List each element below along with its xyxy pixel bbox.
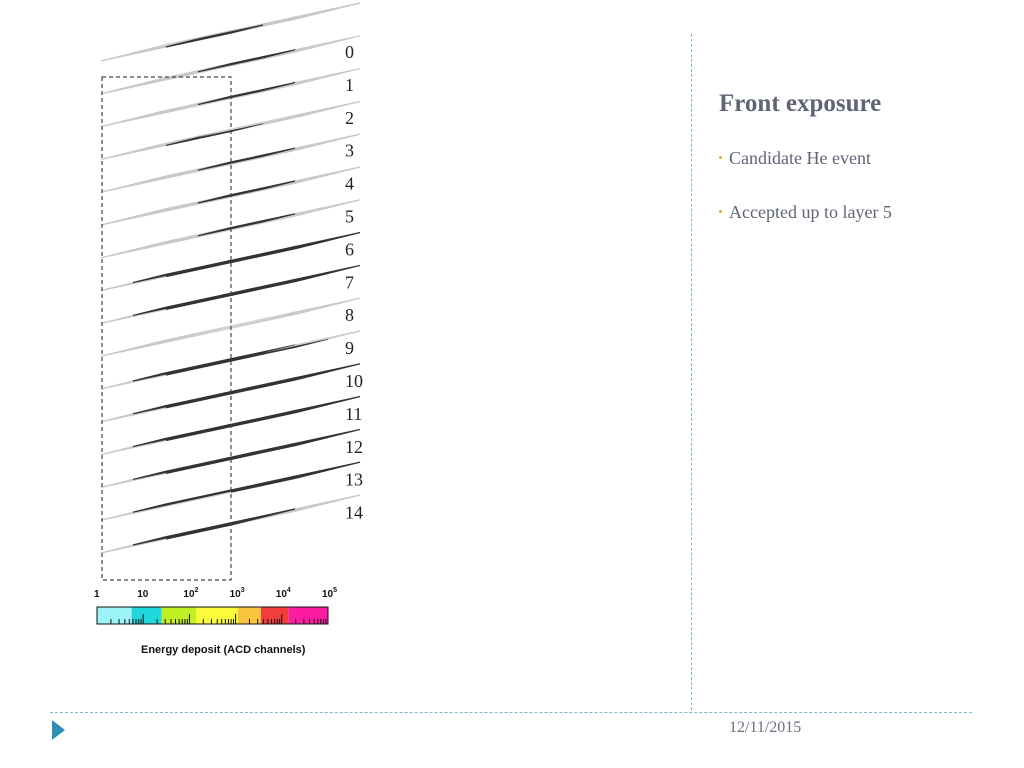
layer-grid [100, 232, 361, 292]
grid-line [164, 100, 361, 144]
energy-scale: 1 10 102 103 104 105 Energy deposit (ACD chann… [94, 587, 337, 656]
acd-tile-red [197, 344, 296, 368]
grid-line [100, 149, 297, 193]
acd-tile-orange [197, 147, 296, 171]
layer-grid [100, 461, 361, 521]
bullet-dot-icon [719, 156, 722, 159]
bullet-text: Candidate He event [729, 148, 871, 168]
scale-tick-label: 10 [137, 589, 149, 600]
footer-date: 12/11/2015 [729, 719, 802, 736]
layer-label: 4 [345, 174, 354, 194]
grid-line [100, 215, 297, 259]
layer-label: 14 [345, 503, 363, 523]
layer-grid [100, 166, 361, 226]
scale-tick-label: 105 [322, 587, 337, 600]
bullet-item: Candidate He event [719, 146, 892, 200]
acd-tile-yellow [262, 396, 361, 420]
acd-tile-orange [197, 49, 296, 73]
scale-tick-label: 1 [94, 589, 100, 600]
accepted-region-box [101, 76, 232, 581]
footer-divider [50, 712, 972, 713]
layer-grid [100, 396, 361, 456]
acd-tile-orange [197, 82, 296, 106]
bullet-text: Accepted up to layer 5 [729, 202, 892, 222]
acd-tile-empty [198, 312, 295, 335]
layer-grid [100, 35, 361, 95]
bullet-list: Candidate He event Accepted up to layer … [719, 146, 892, 254]
layer-label: 7 [345, 272, 354, 292]
acd-tile-empty [166, 320, 263, 343]
layer-label: 1 [345, 75, 354, 95]
acd-tile-orange [197, 180, 296, 204]
layer-label: 13 [345, 470, 363, 490]
acd-tile-empty [198, 115, 295, 138]
layer-grid [100, 363, 361, 423]
layer-grid [100, 330, 361, 390]
scale-band-cyan [97, 607, 132, 624]
layer-label: 5 [345, 207, 354, 227]
acd-tile-yellow [262, 461, 361, 485]
bullet-dot-icon [719, 210, 722, 213]
acd-tile-orange [165, 24, 264, 48]
layer-grid [100, 2, 361, 62]
grid-line [100, 182, 297, 226]
scale-tick-label: 102 [183, 587, 198, 600]
layer-label: 10 [345, 371, 363, 391]
layer-label: 11 [345, 404, 362, 424]
acd-tile-yellow [262, 264, 361, 288]
layer-grid [100, 494, 361, 554]
acd-tile-yellow [262, 428, 361, 452]
grid-line [100, 51, 297, 95]
layer-label: 2 [345, 108, 354, 128]
scale-band-orange [237, 607, 262, 624]
acd-tile-yellow [197, 508, 296, 532]
layer-label: 12 [345, 437, 363, 457]
slide-title: Front exposure [719, 90, 882, 117]
layer-label: 9 [345, 338, 354, 358]
vertical-divider [691, 34, 692, 710]
layer-grid [100, 199, 361, 259]
layer-grid [100, 428, 361, 488]
acd-tile-yellow [262, 232, 361, 256]
grid-line [164, 2, 361, 46]
layer-label: 3 [345, 141, 354, 161]
acd-tile-orange [165, 122, 264, 146]
scale-band-yellow [196, 607, 238, 624]
layer-grid [100, 133, 361, 193]
acd-tile-yellow [262, 363, 361, 387]
acd-tile-orange [197, 213, 296, 237]
layer-label: 8 [345, 305, 354, 325]
bullet-item: Accepted up to layer 5 [719, 200, 892, 254]
layer-label: 6 [345, 239, 354, 259]
scale-band-magenta [288, 607, 328, 624]
slide-marker-arrow-icon [52, 720, 65, 740]
scale-tick-label: 103 [230, 587, 245, 600]
layer-grid [100, 68, 361, 128]
acd-tile-orange [230, 338, 329, 362]
scale-title: Energy deposit (ACD channels) [141, 644, 306, 656]
layer-label: 0 [345, 42, 354, 62]
layer-grids [100, 2, 361, 554]
acd-tile-empty [263, 331, 360, 353]
scale-tick-label: 104 [276, 587, 291, 600]
